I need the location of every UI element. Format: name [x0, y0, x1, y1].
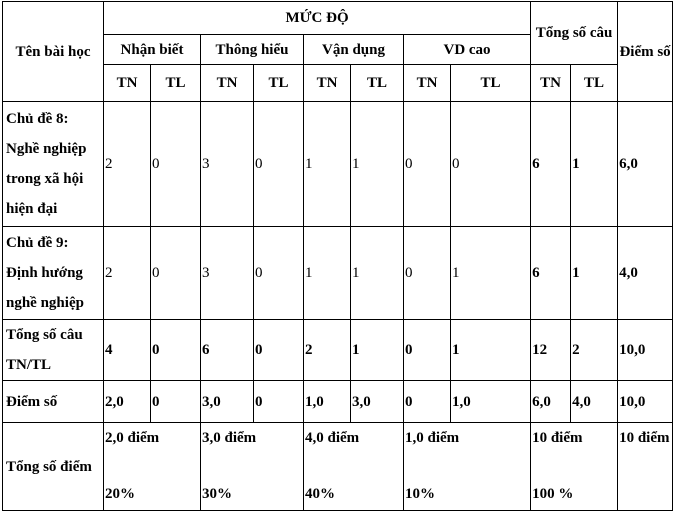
summary-score: 3,0 điểm [202, 430, 257, 446]
table-cell: 1 [449, 226, 532, 320]
table-cell: 10,0 [617, 319, 674, 381]
table-cell: 0 [403, 319, 451, 381]
header-subcol: TN [303, 64, 351, 102]
table-cell: 4,0 [617, 226, 674, 320]
summary-score: 10 điểm [532, 430, 583, 446]
table-cell: 6 [530, 226, 572, 320]
table-cell: 6 [200, 319, 254, 381]
table-cell: 1 [570, 101, 619, 227]
table-cell: 12 [530, 319, 572, 381]
summary-final: 10 điểm [617, 422, 674, 511]
header-lesson: Tên bài học [2, 1, 104, 102]
header-level-name: Nhận biết [103, 34, 201, 65]
table-cell: 6 [530, 101, 572, 227]
table-cell: 0 [403, 226, 451, 320]
table-row: Điểm số 2,0 0 3,0 0 1,0 3,0 0 1,0 6,0 4,0 10,0 [2, 380, 674, 423]
table-cell: 0 [150, 380, 201, 423]
summary-cell: 2,0 điểm 20% [103, 422, 201, 511]
table-cell: 2 [103, 226, 151, 320]
table-cell: 1 [303, 226, 351, 320]
table-cell: 0 [150, 226, 201, 320]
row-label: Chủ đề 8: Nghề nghiệp trong xã hội hiện … [2, 101, 104, 227]
header-subcol: TL [570, 64, 619, 102]
table-cell: 3 [200, 101, 254, 227]
summary-cell: 4,0 điểm 40% [303, 422, 404, 511]
table-cell: 1 [350, 101, 404, 227]
row-label: Chủ đề 9: Định hướng nghề nghiệp [2, 226, 104, 320]
table-cell: 4,0 [570, 380, 619, 423]
table-cell: 2 [570, 319, 619, 381]
row-label: Tổng số điểm [2, 422, 104, 511]
row-label: Tổng số câu TN/TL [2, 319, 104, 381]
header-subcol: TL [449, 64, 532, 102]
table-cell: 0 [403, 380, 451, 423]
summary-percent: 30% [202, 486, 232, 502]
table-cell: 4 [103, 319, 151, 381]
table-cell: 1 [303, 101, 351, 227]
table-row: Tổng số điểm 2,0 điểm 20% 3,0 điểm 30% 4,0 đi… [2, 422, 674, 511]
table-cell: 0 [150, 319, 201, 381]
summary-percent: 100 % [532, 486, 574, 502]
table-cell: 1 [350, 319, 404, 381]
table-cell: 0 [150, 101, 201, 227]
summary-cell: 1,0 điểm 10% [402, 422, 532, 511]
table-cell: 3,0 [200, 380, 254, 423]
table-row: Tổng số câu TN/TL 4 0 6 0 2 1 0 1 12 2 10,0 [2, 319, 674, 381]
table-row: TN TL TN TL TN TL TN TL TN TL [3, 64, 673, 102]
table-cell: 2,0 [103, 380, 151, 423]
table-row: Chủ đề 9: Định hướng nghề nghiệp 2 0 3 0 1 1 0 1… [2, 226, 674, 320]
summary-cell: 10 điểm 100 % [530, 422, 619, 511]
header-subcol: TN [200, 64, 254, 102]
table-row: Nhận biết Thông hiểu Vận dụng VD cao [3, 34, 673, 65]
summary-percent: 40% [305, 486, 335, 502]
table-cell: 6,0 [530, 380, 572, 423]
summary-score: 4,0 điểm [305, 430, 360, 446]
header-subcol: TL [253, 64, 304, 102]
table-cell: 1 [570, 226, 619, 320]
table-row: Chủ đề 8: Nghề nghiệp trong xã hội hiện … [2, 101, 674, 227]
table-cell: 0 [253, 319, 304, 381]
summary-percent: 10% [405, 486, 435, 502]
table-cell: 2 [303, 319, 351, 381]
table-cell: 3 [200, 226, 254, 320]
table-cell: 0 [403, 101, 451, 227]
table-cell: 0 [253, 380, 304, 423]
header-subcol: TL [150, 64, 201, 102]
table-cell: 0 [449, 101, 532, 227]
header-level-name: VD cao [402, 34, 532, 65]
table-cell: 3,0 [350, 380, 404, 423]
header-subcol: TL [350, 64, 404, 102]
row-label: Điểm số [2, 380, 104, 423]
header-score: Điểm số [617, 1, 674, 102]
header-subcol: TN [103, 64, 151, 102]
header-subcol: TN [530, 64, 572, 102]
summary-score: 2,0 điểm [105, 430, 160, 446]
summary-percent: 20% [105, 486, 135, 502]
table-cell: 1 [449, 319, 532, 381]
header-level-name: Thông hiểu [200, 34, 304, 65]
header-level: MỨC ĐỘ [102, 1, 532, 35]
summary-score: 1,0 điểm [405, 430, 460, 446]
table-cell: 2 [103, 101, 151, 227]
header-level-name: Vận dụng [303, 34, 404, 65]
header-total: Tổng số câu [530, 1, 619, 65]
table-cell: 0 [253, 101, 304, 227]
summary-cell: 3,0 điểm 30% [200, 422, 304, 511]
table-cell: 6,0 [617, 101, 674, 227]
table-cell: 1,0 [303, 380, 351, 423]
table-cell: 0 [253, 226, 304, 320]
table-cell: 1,0 [449, 380, 532, 423]
header-subcol: TN [403, 64, 451, 102]
table-cell: 1 [350, 226, 404, 320]
table-cell: 10,0 [617, 380, 674, 423]
table-row: Tên bài học MỨC ĐỘ Tổng số câu Điểm số [2, 1, 674, 102]
